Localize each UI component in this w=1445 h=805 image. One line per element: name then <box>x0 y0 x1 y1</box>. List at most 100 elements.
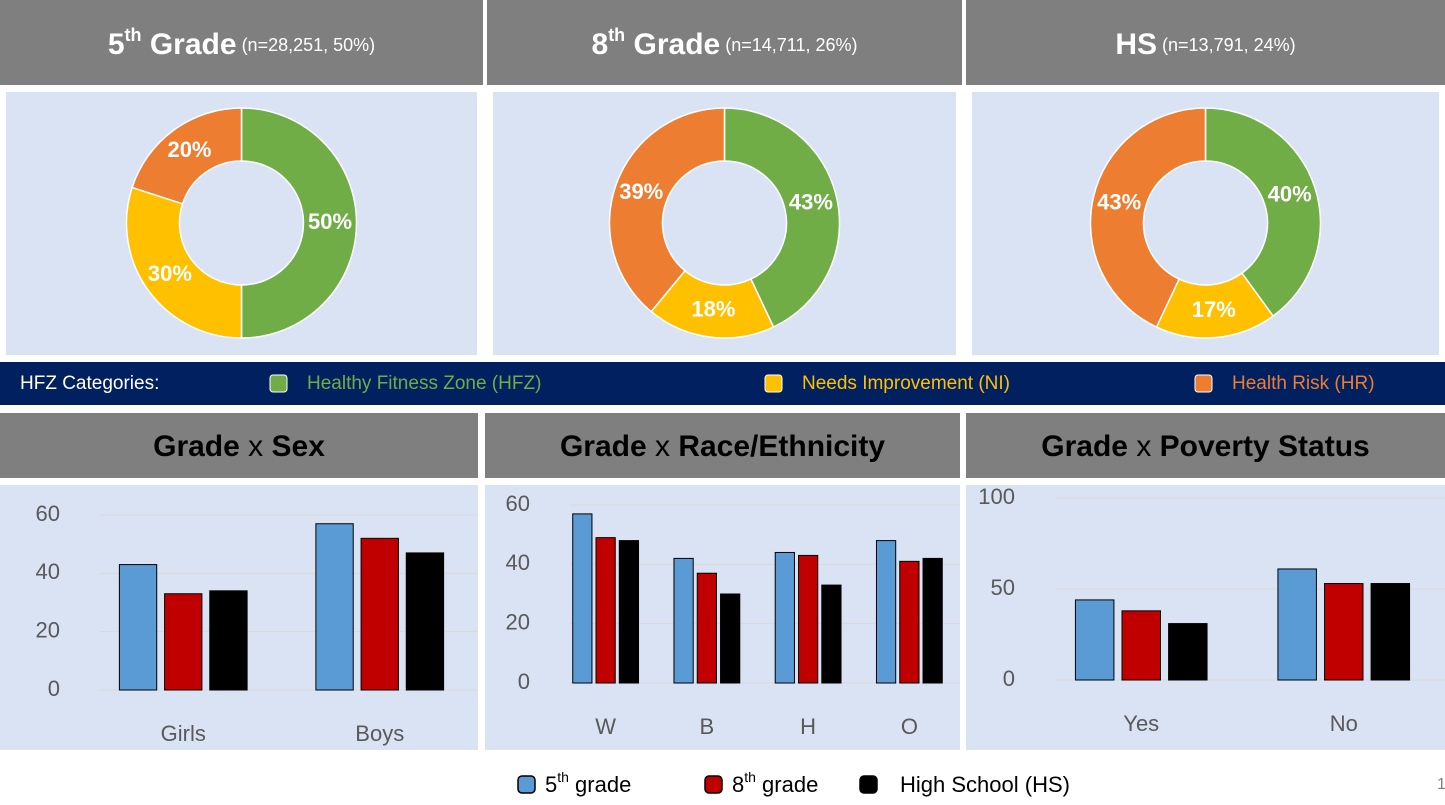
title-x: x <box>647 430 679 463</box>
bar <box>1121 610 1161 681</box>
y-tick-label: 40 <box>36 559 60 584</box>
legend-label: HFZ Categories: <box>20 373 159 394</box>
x-tick-label: Yes <box>1123 711 1159 736</box>
chart-title: HS (n=13,791, 24%) <box>1115 28 1295 61</box>
donut-segment <box>1089 107 1207 329</box>
x-tick-label: B <box>700 714 715 739</box>
header-bg <box>0 413 478 478</box>
legend-swatch <box>517 775 536 794</box>
title-sup: th <box>608 25 625 45</box>
bar <box>922 557 943 684</box>
x-tick-label: No <box>1330 711 1358 736</box>
chart-title: Grade x Poverty Status <box>1041 430 1369 463</box>
data-label: 30% <box>148 261 192 286</box>
bar <box>1370 583 1411 681</box>
title-a: Grade <box>1041 430 1128 463</box>
legend-text: Health Risk (HR) <box>1232 373 1375 394</box>
bar <box>360 537 399 691</box>
donut-segment <box>1204 107 1322 318</box>
legend-sup: th <box>744 769 756 785</box>
title-a: Grade <box>153 430 240 463</box>
y-tick-label: 100 <box>978 484 1015 509</box>
chart-title: Grade x Sex <box>153 430 325 463</box>
donut-segment <box>723 107 841 329</box>
y-tick-label: 0 <box>518 669 530 694</box>
bar <box>405 552 445 691</box>
title-a: Grade <box>560 430 647 463</box>
page-number: 1 <box>1437 776 1445 793</box>
x-tick-label: W <box>595 714 616 739</box>
data-label: 20% <box>167 137 211 162</box>
bar <box>1168 623 1208 681</box>
legend-num: 8 <box>732 772 744 797</box>
donut-segment <box>608 107 726 313</box>
data-label: 43% <box>789 190 833 215</box>
header-bg <box>966 413 1445 478</box>
y-tick-label: 20 <box>506 609 530 634</box>
y-tick-label: 0 <box>1003 666 1015 691</box>
bar <box>774 551 795 684</box>
title-main: 8 <box>592 28 609 61</box>
legend-swatch <box>704 775 723 794</box>
donut-segment <box>131 107 243 205</box>
y-tick-label: 40 <box>506 550 530 575</box>
data-label: 39% <box>619 179 663 204</box>
legend-bar <box>0 362 1445 405</box>
bar <box>821 584 842 684</box>
panel-bg <box>966 485 1445 750</box>
title-main: 5 <box>108 28 125 61</box>
bar <box>696 572 717 684</box>
bar <box>164 593 203 691</box>
title-note: (n=28,251, 50%) <box>237 35 376 55</box>
header-bg <box>487 0 962 85</box>
header-bg <box>485 413 960 478</box>
legend-sup: th <box>557 769 569 785</box>
title-b: Race/Ethnicity <box>678 430 885 463</box>
bar <box>899 560 920 684</box>
bar <box>118 564 158 691</box>
y-tick-label: 50 <box>991 575 1015 600</box>
header-bg <box>0 0 483 85</box>
bar <box>720 593 741 684</box>
bar <box>618 540 640 684</box>
legend-swatch <box>859 775 878 794</box>
legend-label: High School (HS) <box>900 772 1070 797</box>
bar <box>572 513 593 684</box>
legend-num: 5 <box>545 772 557 797</box>
legend-swatch <box>764 374 783 393</box>
header-bg <box>966 0 1445 85</box>
chart-title: 5th Grade (n=28,251, 50%) <box>108 25 375 61</box>
bar <box>209 590 248 691</box>
y-tick-label: 60 <box>506 491 530 516</box>
data-label: 43% <box>1097 190 1141 215</box>
title-x: x <box>1128 430 1160 463</box>
chart-title: 8th Grade (n=14,711, 26%) <box>592 25 858 61</box>
x-tick-label: Boys <box>355 721 404 746</box>
donut-segment <box>125 186 243 339</box>
chart-title: Grade x Race/Ethnicity <box>560 430 885 463</box>
data-label: 50% <box>308 209 352 234</box>
legend-swatch <box>1194 374 1213 393</box>
legend-text: Healthy Fitness Zone (HFZ) <box>307 373 541 394</box>
y-tick-label: 20 <box>36 617 60 642</box>
legend-text: Needs Improvement (NI) <box>802 373 1010 394</box>
bar <box>1324 583 1364 681</box>
title-note: (n=14,711, 26%) <box>720 35 857 55</box>
legend-text: 8th grade <box>732 769 818 797</box>
title-main: HS <box>1115 28 1157 61</box>
data-label: 18% <box>691 297 735 322</box>
title-rest: Grade <box>142 28 237 61</box>
legend-label: grade <box>569 772 631 797</box>
x-tick-label: H <box>800 714 816 739</box>
title-b: Sex <box>272 430 326 463</box>
title-x: x <box>240 430 272 463</box>
y-tick-label: 60 <box>36 501 60 526</box>
x-tick-label: Girls <box>161 721 206 746</box>
legend-text: 5th grade <box>545 769 631 797</box>
title-rest: Grade <box>625 28 720 61</box>
bar <box>875 540 897 684</box>
legend-text: High School (HS) <box>900 772 1070 797</box>
title-b: Poverty Status <box>1160 430 1370 463</box>
legend-swatch <box>269 374 288 393</box>
